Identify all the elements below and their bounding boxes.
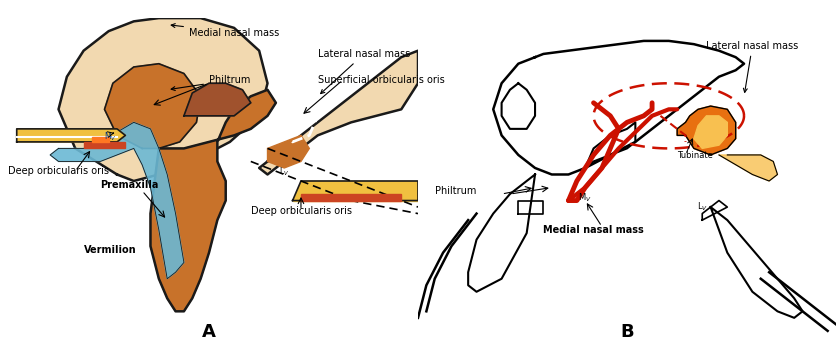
Polygon shape <box>293 181 418 201</box>
Polygon shape <box>585 122 635 168</box>
Polygon shape <box>502 83 535 129</box>
Text: Philtrum: Philtrum <box>435 186 476 196</box>
Text: L$_V$: L$_V$ <box>279 165 289 178</box>
Text: A: A <box>202 323 216 341</box>
Text: Tubinate: Tubinate <box>677 151 713 160</box>
Text: B: B <box>620 323 634 341</box>
Polygon shape <box>84 142 125 148</box>
Polygon shape <box>719 155 777 181</box>
Polygon shape <box>17 129 125 142</box>
Polygon shape <box>268 135 309 168</box>
Polygon shape <box>702 201 727 220</box>
Text: Philtrum: Philtrum <box>171 75 250 90</box>
Text: Medial nasal mass: Medial nasal mass <box>543 225 644 235</box>
Polygon shape <box>150 90 276 311</box>
Text: M$_V$: M$_V$ <box>579 191 592 203</box>
Polygon shape <box>59 18 268 181</box>
Polygon shape <box>694 116 727 148</box>
Polygon shape <box>518 201 543 214</box>
Polygon shape <box>493 41 744 174</box>
Polygon shape <box>301 194 401 201</box>
Text: M$_V$: M$_V$ <box>104 131 117 143</box>
Polygon shape <box>468 174 535 292</box>
Polygon shape <box>104 64 201 148</box>
Text: Premaxilla: Premaxilla <box>100 180 159 190</box>
Text: Deep orbicularis oris: Deep orbicularis oris <box>251 206 352 216</box>
Text: Medial nasal mass: Medial nasal mass <box>171 24 279 38</box>
Text: L$_V$: L$_V$ <box>696 201 708 213</box>
Polygon shape <box>259 51 418 174</box>
Text: Deep orbicularis oris: Deep orbicularis oris <box>8 167 110 177</box>
Polygon shape <box>711 207 803 318</box>
Polygon shape <box>184 83 251 116</box>
Text: Lateral nasal mass: Lateral nasal mass <box>706 41 798 92</box>
Text: Lateral nasal mass: Lateral nasal mass <box>318 49 410 94</box>
Polygon shape <box>92 137 109 142</box>
Polygon shape <box>50 122 184 279</box>
Polygon shape <box>677 106 736 155</box>
Text: Superficial orbicularis oris: Superficial orbicularis oris <box>318 75 445 85</box>
Text: Vermilion: Vermilion <box>84 245 136 255</box>
